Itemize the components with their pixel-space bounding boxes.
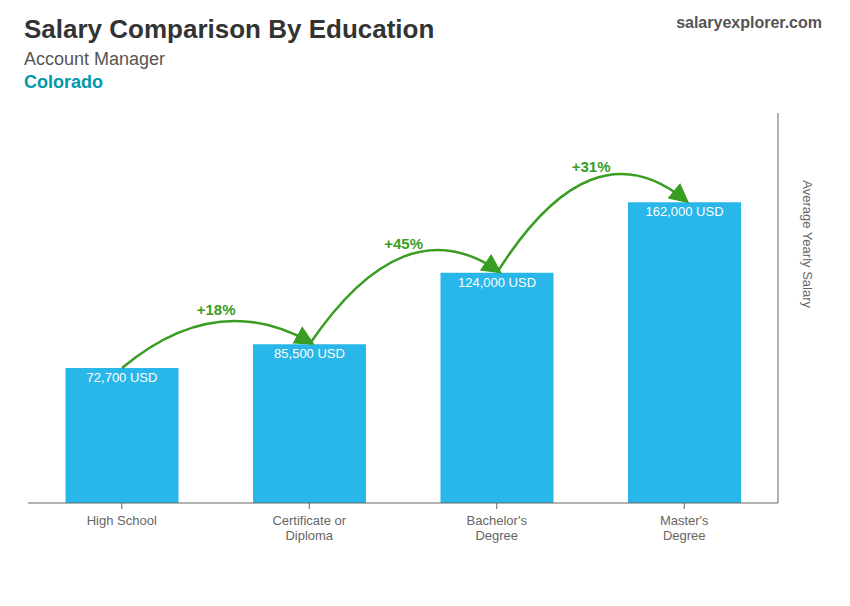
svg-text:Bachelor'sDegree: Bachelor'sDegree: [467, 513, 528, 543]
html-text:Account Manager: Account Manager: [24, 49, 166, 69]
svg-text:Master'sDegree: Master'sDegree: [660, 513, 709, 543]
svg-text:162,000 USD: 162,000 USD: [645, 204, 723, 219]
html-text:Colorado: Colorado: [24, 72, 103, 92]
svg-text:+45%: +45%: [384, 235, 423, 252]
svg-text:72,700 USD: 72,700 USD: [87, 370, 158, 385]
svg-text:85,500 USD: 85,500 USD: [274, 346, 345, 361]
svg-text:124,000 USD: 124,000 USD: [458, 275, 536, 290]
svg-text:Average Yearly Salary: Average Yearly Salary: [800, 180, 815, 308]
svg-text:+18%: +18%: [197, 301, 236, 318]
svg-text:Certificate orDiploma: Certificate orDiploma: [272, 513, 346, 543]
html-text:salaryexplorer.com: salaryexplorer.com: [676, 14, 822, 31]
svg-text:+31%: +31%: [572, 158, 611, 175]
svg-text:High School: High School: [87, 513, 157, 528]
html-text:Salary Comparison By Education: Salary Comparison By Education: [24, 14, 435, 44]
